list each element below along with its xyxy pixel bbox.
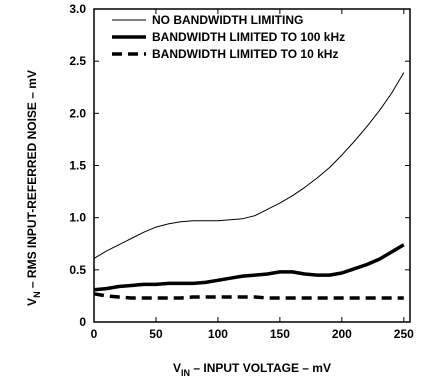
y-tick-label: 0: [79, 315, 86, 329]
x-axis-title-sub: IN: [181, 368, 190, 378]
y-axis-title: VN – RMS INPUT-REFERRED NOISE – mV: [25, 70, 42, 306]
y-tick-label: 0.5: [69, 263, 86, 277]
x-tick-label: 50: [149, 327, 163, 341]
y-tick-label: 3.0: [69, 2, 86, 16]
y-axis-title-rest: – RMS INPUT-REFERRED NOISE – mV: [25, 70, 39, 291]
y-tick-label: 1.0: [69, 211, 86, 225]
series-line-2: [93, 243, 405, 292]
x-axis-title: VIN – INPUT VOLTAGE – mV: [173, 361, 331, 378]
y-tick-label: 2.5: [69, 54, 86, 68]
x-axis-title-main: V: [173, 361, 181, 375]
legend-label-2: BANDWIDTH LIMITED TO 100 kHz: [152, 30, 345, 44]
y-axis-title-sub: N: [32, 291, 42, 298]
axes: 0 50 100 150 200 250 0 0.5 1.0 1.5 2.0 2.5 3.0: [69, 2, 414, 341]
series-line-3: [93, 292, 404, 300]
legend-label-1: NO BANDWIDTH LIMITING: [152, 13, 303, 27]
series-line-1: [93, 72, 405, 259]
x-tick-label: 250: [394, 327, 414, 341]
y-tick-label: 1.5: [69, 159, 86, 173]
x-axis-title-rest: – INPUT VOLTAGE – mV: [190, 361, 331, 375]
x-tick-label: 150: [270, 327, 290, 341]
legend-label-3: BANDWIDTH LIMITED TO 10 kHz: [152, 47, 338, 61]
y-axis-title-main: V: [25, 298, 39, 306]
series-group: [93, 72, 405, 300]
x-tick-label: 200: [332, 327, 352, 341]
x-tick-label: 100: [208, 327, 228, 341]
x-tick-label: 0: [91, 327, 98, 341]
legend: NO BANDWIDTH LIMITING BANDWIDTH LIMITED T…: [112, 13, 345, 61]
y-tick-label: 2.0: [69, 106, 86, 120]
